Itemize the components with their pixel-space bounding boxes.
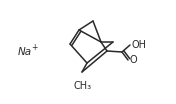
Text: Na: Na [18,47,32,57]
Text: +: + [31,43,37,53]
Text: O: O [129,55,137,65]
Text: OH: OH [131,40,146,50]
Text: CH₃: CH₃ [74,81,92,91]
